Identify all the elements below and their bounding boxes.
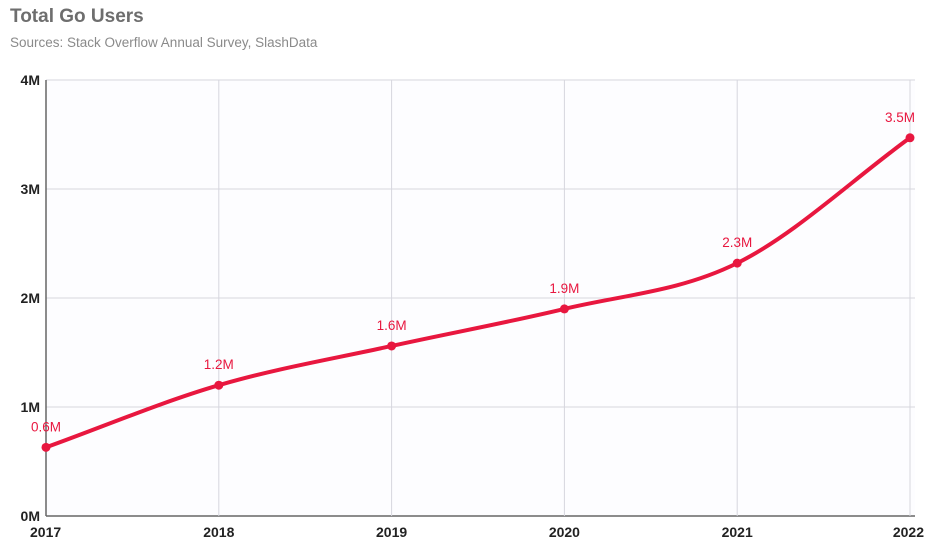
- data-point: [387, 341, 397, 351]
- y-tick-label: 3M: [21, 181, 40, 197]
- x-tick-labels: 2017 2018 2019 2020 2021 2022: [30, 524, 924, 540]
- chart-subtitle: Sources: Stack Overflow Annual Survey, S…: [10, 35, 318, 50]
- data-point: [41, 442, 51, 452]
- y-tick-label: 1M: [21, 399, 40, 415]
- data-point: [732, 258, 742, 268]
- data-labels: 0.6M 1.2M 1.6M 1.9M 2.3M 3.5M: [31, 110, 915, 435]
- x-tick-label: 2022: [893, 524, 924, 540]
- data-label: 0.6M: [31, 419, 61, 434]
- y-tick-labels: 0M 1M 2M 3M 4M: [21, 72, 40, 524]
- data-label: 1.2M: [204, 357, 234, 372]
- series-line: [44, 135, 912, 450]
- data-label: 3.5M: [885, 110, 915, 125]
- x-tick-label: 2021: [722, 524, 753, 540]
- chart-title: Total Go Users: [10, 6, 144, 27]
- data-label: 1.6M: [377, 318, 407, 333]
- data-point: [905, 133, 915, 143]
- x-tick-label: 2019: [376, 524, 407, 540]
- x-tick-label: 2018: [203, 524, 234, 540]
- y-tick-label: 2M: [21, 290, 40, 306]
- y-gridlines: [46, 79, 915, 517]
- y-tick-label: 4M: [21, 72, 40, 88]
- y-tick-label: 0M: [21, 508, 40, 524]
- x-tick-label: 2020: [549, 524, 580, 540]
- data-point: [214, 380, 224, 390]
- data-point: [559, 304, 569, 314]
- data-points: [41, 133, 915, 452]
- data-label: 2.3M: [722, 235, 752, 250]
- data-label: 1.9M: [549, 281, 579, 296]
- x-tick-label: 2017: [30, 524, 61, 540]
